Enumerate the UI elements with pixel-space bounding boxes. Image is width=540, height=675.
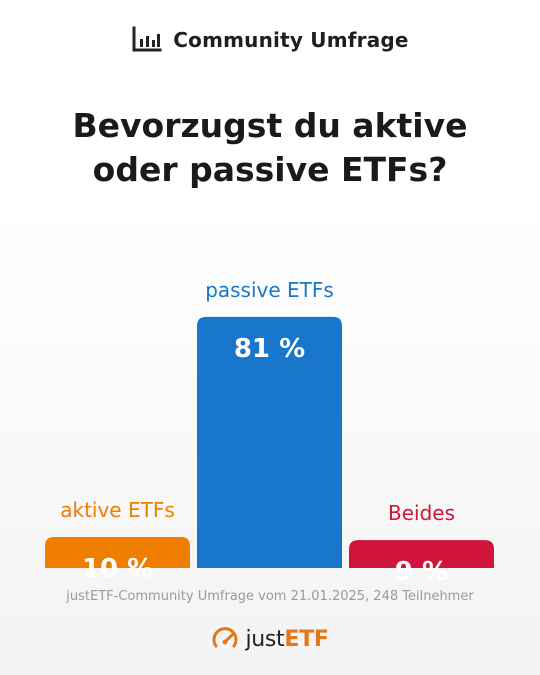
logo-suffix: ETF <box>284 626 329 652</box>
logo-text: justETF <box>245 627 328 652</box>
bar-2 <box>349 540 494 568</box>
bar-1 <box>197 316 342 568</box>
header-label: Community Umfrage <box>173 28 409 52</box>
logo: justETF <box>0 625 540 653</box>
chart-title: Bevorzugst du aktive oder passive ETFs? <box>0 104 540 192</box>
justetf-logo-icon <box>213 627 238 648</box>
logo-prefix: just <box>245 626 285 652</box>
chart-title-line-2: oder passive ETFs? <box>92 150 448 189</box>
data-label-1: 81 % <box>234 334 305 364</box>
category-label-1: passive ETFs <box>205 278 334 302</box>
footnote: justETF-Community Umfrage vom 21.01.2025… <box>66 589 474 604</box>
data-label-0: 10 % <box>82 554 153 584</box>
header: Community Umfrage <box>0 26 540 54</box>
data-label-2: 9 % <box>395 557 448 587</box>
chart-title-line-1: Bevorzugst du aktive <box>72 106 468 145</box>
bar-0 <box>45 537 190 568</box>
category-label-2: Beides <box>388 501 455 525</box>
category-label-0: aktive ETFs <box>60 498 175 522</box>
bar-chart-icon <box>132 26 162 52</box>
